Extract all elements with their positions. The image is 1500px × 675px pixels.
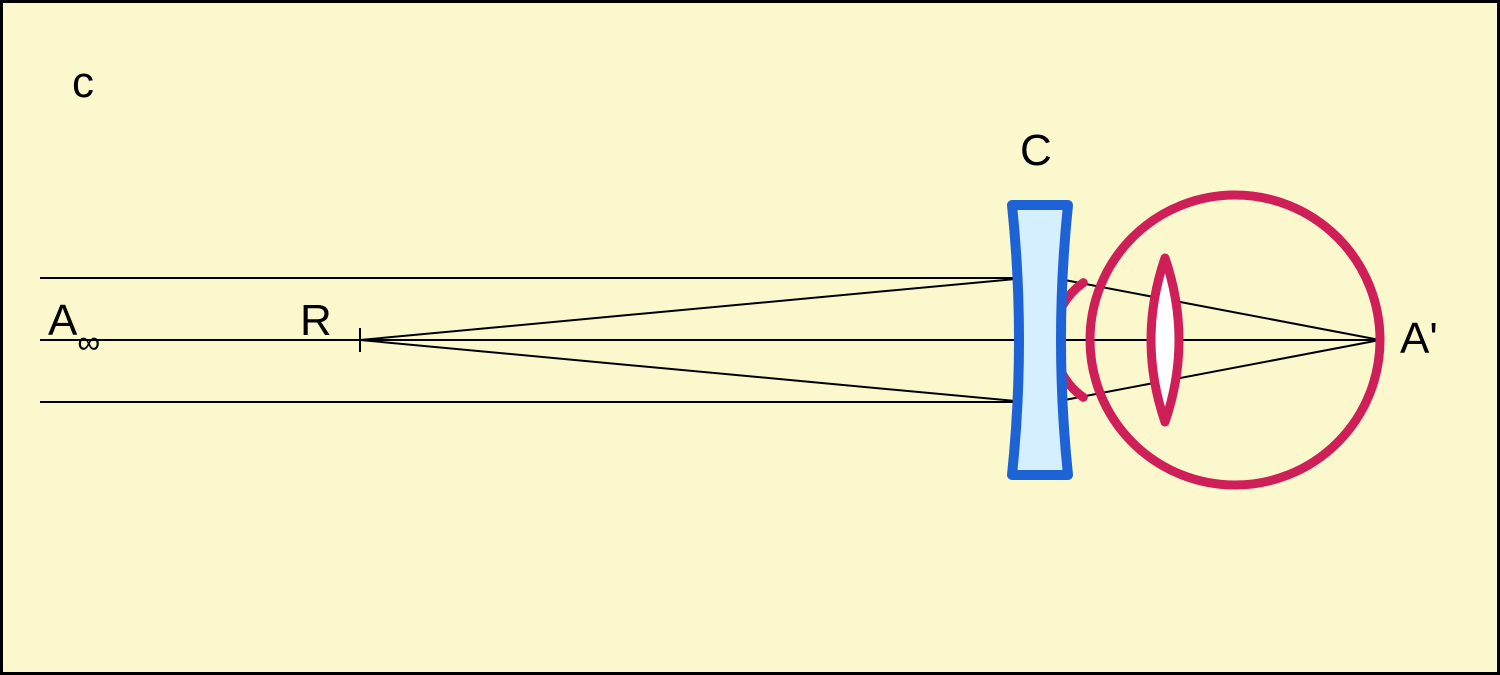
diagram-frame [2, 2, 1499, 674]
eye-crystalline-lens [1151, 258, 1179, 422]
panel-label: c [72, 58, 94, 108]
label-C: C [1020, 126, 1052, 176]
label-R: R [300, 296, 332, 346]
corrective-lens [1012, 205, 1068, 475]
label-A-infinity-main: A [48, 296, 77, 345]
label-A-infinity: A∞ [48, 296, 100, 353]
label-A-infinity-sub: ∞ [77, 324, 100, 360]
label-A-prime: A' [1400, 314, 1438, 364]
